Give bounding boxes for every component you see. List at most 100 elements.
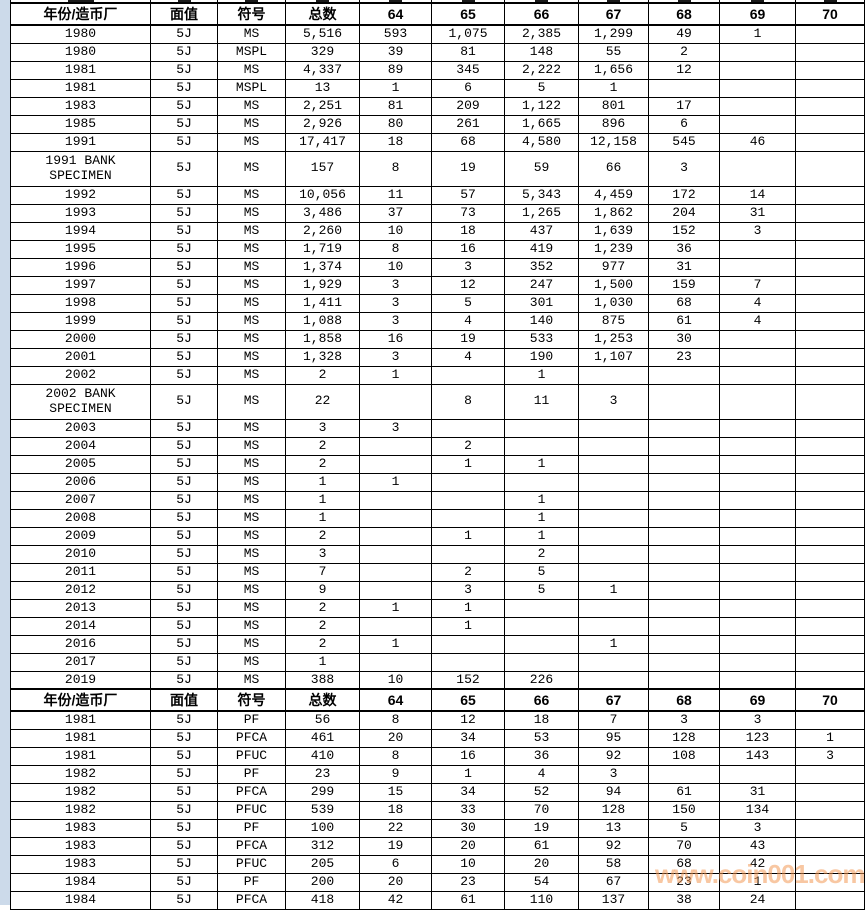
cell xyxy=(795,854,865,874)
cell xyxy=(578,526,649,546)
cell: 545 xyxy=(648,132,720,152)
cell: 5J xyxy=(150,728,218,748)
table-row: 1999 5J MS 1,088 3 4 140 875 61 4 xyxy=(10,311,865,331)
cell xyxy=(578,544,649,564)
cell: 12 xyxy=(648,60,720,80)
cell xyxy=(795,562,865,582)
cell: MS xyxy=(217,257,286,277)
cell: 1,107 xyxy=(578,347,649,367)
cell: MS xyxy=(217,526,286,546)
cell: 2 xyxy=(285,526,360,546)
cell: 31 xyxy=(648,257,720,277)
cell: 5J xyxy=(150,800,218,820)
cell: 6 xyxy=(648,114,720,134)
cell: 5J xyxy=(150,652,218,672)
cell xyxy=(359,652,432,672)
table-row: 2000 5J MS 1,858 16 19 533 1,253 30 xyxy=(10,329,865,349)
year-mint-cell: 1983 xyxy=(10,96,151,116)
cell: 12,158 xyxy=(578,132,649,152)
cell: 70 xyxy=(648,836,720,856)
cell: 61 xyxy=(504,836,579,856)
cell: 5J xyxy=(150,764,218,784)
cell: 5J xyxy=(150,257,218,277)
cell: 80 xyxy=(359,114,432,134)
cell: 2 xyxy=(285,454,360,474)
table-row: 1982 5J PFCA 299 15 34 52 94 61 31 xyxy=(10,782,865,802)
column-header: 67 xyxy=(578,2,649,26)
table-row: 1981 5J PFUC 410 8 16 36 92 108 143 3 xyxy=(10,746,865,766)
year-mint-cell: 1983 xyxy=(10,836,151,856)
cell: 261 xyxy=(431,114,505,134)
cell: 5J xyxy=(150,872,218,892)
cell: PFCA xyxy=(217,890,286,910)
cell: 4 xyxy=(431,347,505,367)
cell xyxy=(795,580,865,600)
cell: 3,486 xyxy=(285,203,360,223)
cell: 36 xyxy=(648,239,720,259)
cell: 352 xyxy=(504,257,579,277)
cell: 1 xyxy=(285,472,360,492)
cell: 23 xyxy=(648,872,720,892)
cell: 1 xyxy=(719,872,796,892)
cell: 152 xyxy=(431,670,505,690)
cell: MS xyxy=(217,185,286,205)
cell xyxy=(795,24,865,44)
cell xyxy=(359,562,432,582)
cell: 5J xyxy=(150,60,218,80)
cell: 81 xyxy=(431,42,505,62)
cell: 11 xyxy=(504,383,579,420)
cell xyxy=(795,329,865,349)
header-row-mint-state-section: 年份/造币厂 面值 符号 总数 64 65 66 67 68 69 70 xyxy=(10,2,865,26)
cell: 1,265 xyxy=(504,203,579,223)
cell: 108 xyxy=(648,746,720,766)
cell: 57 xyxy=(431,185,505,205)
cell: 54 xyxy=(504,872,579,892)
cell: 17,417 xyxy=(285,132,360,152)
cell xyxy=(795,78,865,98)
cell: 1,088 xyxy=(285,311,360,331)
cell: 95 xyxy=(578,728,649,748)
cell: 2 xyxy=(285,616,360,636)
cell: 1 xyxy=(285,490,360,510)
cell: 143 xyxy=(719,746,796,766)
cell xyxy=(795,257,865,277)
cell: 875 xyxy=(578,311,649,331)
cell: 7 xyxy=(285,562,360,582)
cell: 1,665 xyxy=(504,114,579,134)
year-mint-cell: 2017 xyxy=(10,652,151,672)
cell xyxy=(578,454,649,474)
column-header: 符号 xyxy=(217,688,286,712)
cell xyxy=(795,347,865,367)
cell: 1,929 xyxy=(285,275,360,295)
cell xyxy=(795,670,865,690)
cell: 89 xyxy=(359,60,432,80)
year-mint-cell: 1980 xyxy=(10,42,151,62)
cell xyxy=(795,383,865,420)
cell: 3 xyxy=(285,418,360,438)
year-mint-cell: 1991 xyxy=(10,132,151,152)
cell: MSPL xyxy=(217,78,286,98)
cell: MS xyxy=(217,616,286,636)
cell xyxy=(719,670,796,690)
cell xyxy=(578,436,649,456)
cell: 134 xyxy=(719,800,796,820)
cell: 3 xyxy=(719,710,796,730)
cell xyxy=(648,562,720,582)
cell xyxy=(719,544,796,564)
cell: 5 xyxy=(504,580,579,600)
cell xyxy=(648,78,720,98)
cell xyxy=(795,818,865,838)
cell: 200 xyxy=(285,872,360,892)
cell: 190 xyxy=(504,347,579,367)
cell: 172 xyxy=(648,185,720,205)
cell: 36 xyxy=(504,746,579,766)
cell xyxy=(648,365,720,385)
cell: 1 xyxy=(578,634,649,654)
cell xyxy=(795,710,865,730)
cell xyxy=(795,239,865,259)
cell: 70 xyxy=(504,800,579,820)
cell: 2 xyxy=(285,436,360,456)
year-mint-cell: 2011 xyxy=(10,562,151,582)
cell: 1,862 xyxy=(578,203,649,223)
cell: PF xyxy=(217,764,286,784)
